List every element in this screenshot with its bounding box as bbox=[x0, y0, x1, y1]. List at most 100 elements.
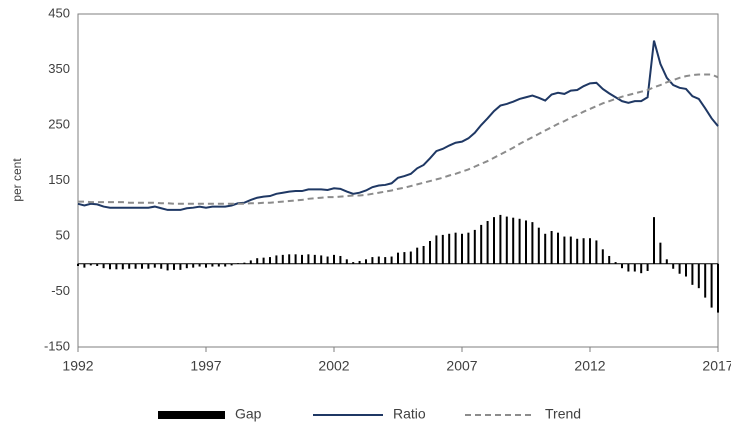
bar bbox=[83, 263, 86, 268]
x-tick-label: 1997 bbox=[190, 358, 221, 374]
bar bbox=[141, 263, 143, 269]
bar bbox=[685, 263, 687, 277]
bar bbox=[377, 256, 380, 264]
bar bbox=[518, 218, 521, 264]
bar bbox=[352, 262, 355, 264]
bar bbox=[435, 235, 438, 264]
line bbox=[78, 73, 719, 205]
y-axis-label: per cent bbox=[10, 158, 24, 202]
bar bbox=[153, 263, 156, 268]
bar bbox=[691, 263, 694, 285]
bar bbox=[544, 233, 547, 264]
bar bbox=[480, 224, 483, 264]
bar bbox=[390, 256, 393, 264]
bar bbox=[301, 254, 303, 264]
bar bbox=[473, 229, 476, 264]
bar bbox=[102, 263, 105, 269]
bar bbox=[192, 263, 195, 268]
x-tick-label: 2002 bbox=[318, 358, 349, 374]
y-tick-label: 350 bbox=[48, 61, 70, 76]
bar bbox=[345, 259, 348, 264]
legend-label: Ratio bbox=[393, 406, 426, 422]
bar bbox=[467, 232, 470, 264]
bar bbox=[77, 263, 79, 266]
bar bbox=[358, 260, 361, 264]
bar bbox=[371, 257, 374, 264]
bar bbox=[621, 263, 623, 269]
bar bbox=[646, 263, 649, 271]
bar bbox=[89, 263, 92, 266]
y-tick-label: 250 bbox=[48, 116, 70, 131]
bar bbox=[256, 258, 259, 264]
line bbox=[77, 40, 719, 211]
y-tick-label: 450 bbox=[48, 5, 70, 20]
legend-swatch bbox=[158, 411, 225, 419]
bar bbox=[230, 263, 233, 266]
bar bbox=[224, 263, 227, 267]
bar bbox=[582, 238, 585, 264]
bar bbox=[595, 240, 598, 264]
bar bbox=[717, 263, 719, 313]
bar bbox=[320, 255, 323, 264]
bar bbox=[614, 262, 617, 264]
bar bbox=[627, 263, 630, 272]
bar bbox=[416, 247, 419, 264]
bar bbox=[486, 221, 489, 264]
bar bbox=[531, 222, 534, 264]
x-tick-label: 2007 bbox=[446, 358, 477, 374]
plot-frame bbox=[77, 13, 719, 348]
bar bbox=[339, 255, 342, 264]
bar bbox=[96, 263, 99, 266]
bar bbox=[537, 227, 540, 264]
bar bbox=[563, 236, 566, 264]
bar bbox=[397, 252, 399, 264]
x-tick-label: 1992 bbox=[62, 358, 93, 374]
y-tick-label: -150 bbox=[44, 338, 70, 353]
legend-label: Gap bbox=[235, 406, 262, 422]
bar bbox=[429, 240, 431, 264]
bar bbox=[211, 263, 214, 267]
bar bbox=[454, 232, 457, 264]
bar bbox=[166, 263, 169, 271]
bar bbox=[403, 252, 406, 264]
x-tick-label: 2017 bbox=[702, 358, 731, 374]
bar bbox=[134, 263, 137, 269]
bar bbox=[640, 263, 643, 274]
bar bbox=[281, 254, 284, 264]
bar bbox=[512, 217, 515, 264]
bar bbox=[109, 263, 111, 270]
bar bbox=[493, 217, 495, 264]
bar bbox=[269, 257, 271, 264]
y-tick-label: 150 bbox=[48, 172, 70, 187]
bar bbox=[461, 233, 463, 264]
legend-label: Trend bbox=[545, 406, 581, 422]
bar bbox=[665, 259, 668, 264]
bar bbox=[672, 263, 675, 269]
bar bbox=[697, 263, 700, 289]
bar bbox=[550, 231, 553, 264]
x-tick-label: 2012 bbox=[574, 358, 605, 374]
bar bbox=[185, 263, 188, 269]
bar bbox=[147, 263, 150, 269]
bar bbox=[576, 238, 579, 264]
bar bbox=[326, 256, 329, 264]
bar bbox=[243, 262, 246, 264]
bar bbox=[589, 238, 591, 264]
bar bbox=[205, 263, 207, 268]
y-tick-label: -50 bbox=[51, 283, 70, 298]
bar bbox=[710, 263, 713, 308]
bar bbox=[217, 263, 220, 267]
bar bbox=[237, 263, 239, 264]
bar bbox=[262, 257, 265, 264]
bar bbox=[704, 263, 707, 298]
bar bbox=[313, 254, 316, 264]
bar bbox=[499, 214, 502, 264]
bar bbox=[121, 263, 124, 270]
bar bbox=[422, 245, 425, 264]
bar bbox=[249, 260, 252, 264]
bar bbox=[601, 249, 604, 264]
y-tick-label: 50 bbox=[56, 227, 70, 242]
bar bbox=[275, 255, 278, 264]
bar bbox=[384, 257, 387, 264]
